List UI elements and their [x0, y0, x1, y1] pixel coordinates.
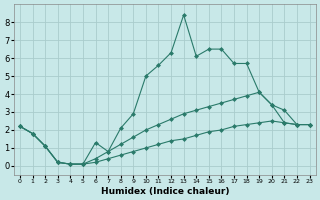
X-axis label: Humidex (Indice chaleur): Humidex (Indice chaleur): [100, 187, 229, 196]
